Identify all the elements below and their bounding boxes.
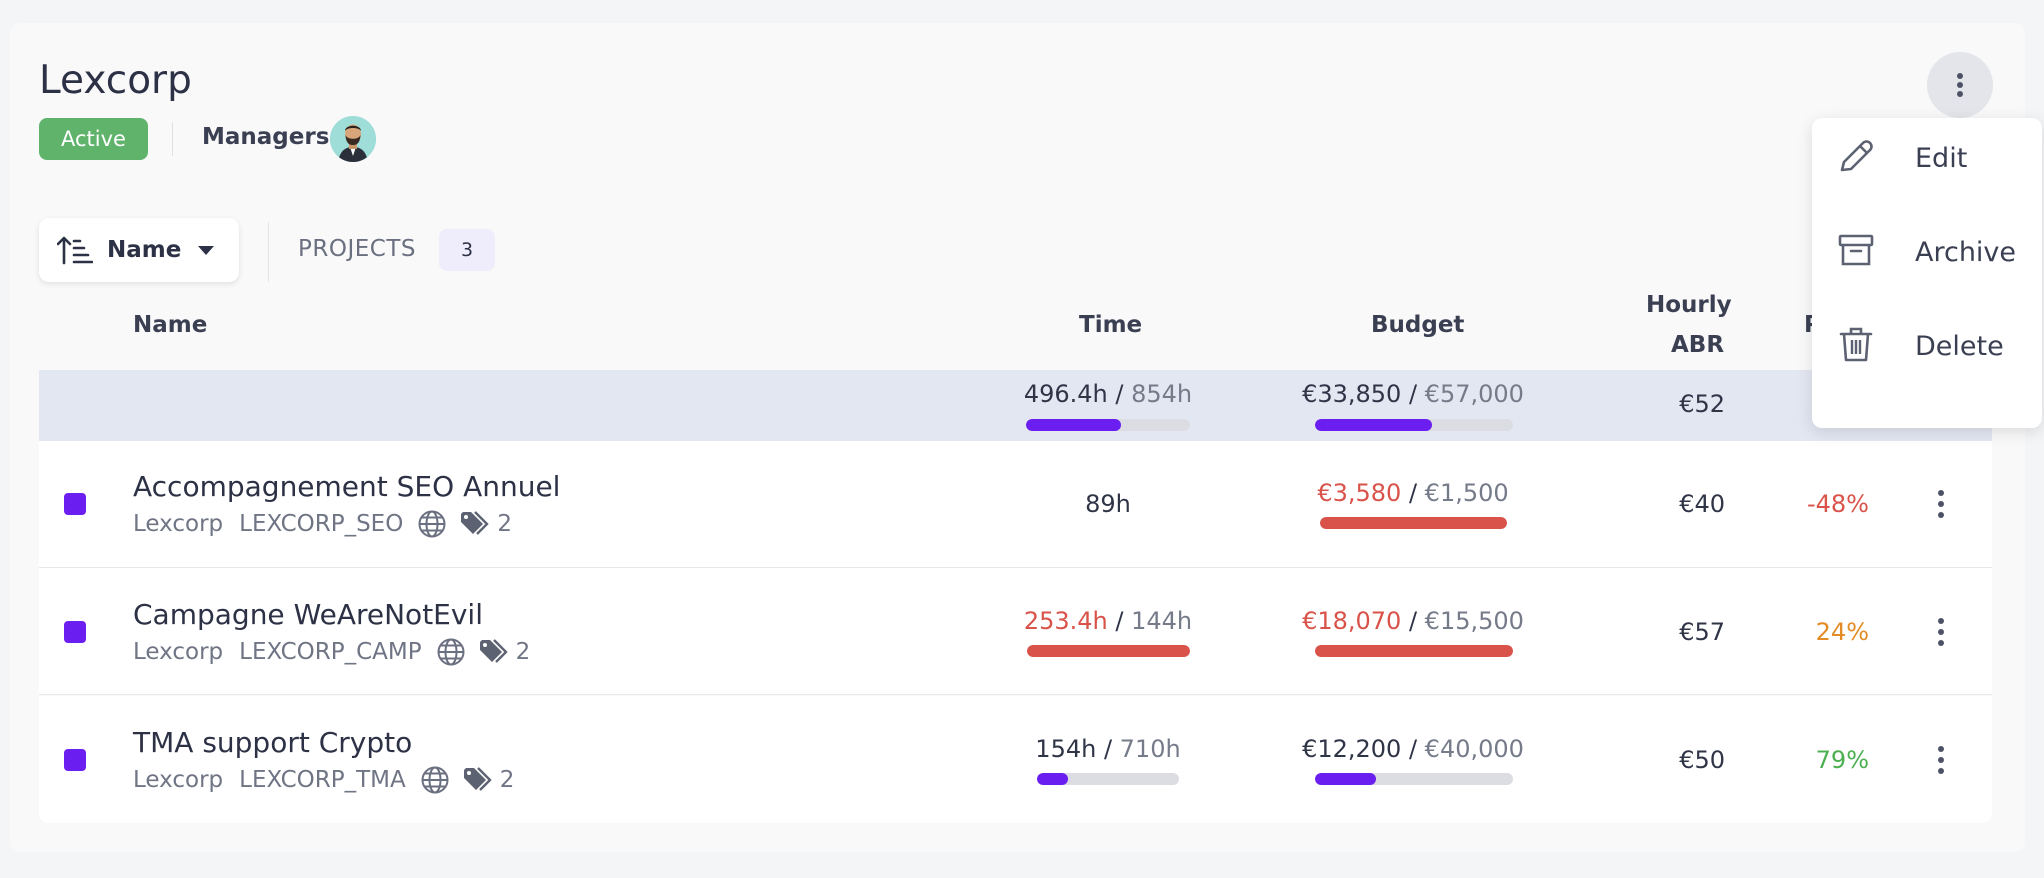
divider bbox=[172, 122, 173, 156]
row-time-bar bbox=[1037, 773, 1179, 785]
more-vertical-icon bbox=[1938, 746, 1944, 774]
summary-budget-bar-fill bbox=[1315, 419, 1432, 431]
summary-budget: €33,850 / €57,000 bbox=[1302, 380, 1524, 408]
project-color-swatch bbox=[64, 621, 86, 643]
table-row[interactable] bbox=[39, 568, 1992, 695]
globe-icon bbox=[420, 765, 450, 795]
globe-icon bbox=[436, 637, 466, 667]
project-code: LEXCORP_CAMP bbox=[239, 639, 422, 665]
projects-count-badge: 3 bbox=[439, 229, 495, 271]
pencil-icon bbox=[1836, 136, 1876, 180]
summary-budget-bar bbox=[1315, 419, 1513, 431]
row-profit: -48% bbox=[1806, 490, 1869, 518]
row-time-bar-fill bbox=[1037, 773, 1069, 785]
row-budget: €12,200 / €40,000 bbox=[1302, 735, 1524, 763]
project-client: Lexcorp bbox=[133, 767, 224, 793]
row-budget-bar bbox=[1315, 645, 1513, 657]
row-budget: €18,070 / €15,500 bbox=[1302, 607, 1524, 635]
tags-icon bbox=[462, 766, 494, 794]
sort-label: Name bbox=[107, 237, 182, 263]
more-vertical-icon bbox=[1938, 618, 1944, 646]
menu-item-label: Edit bbox=[1915, 142, 1968, 174]
project-color-swatch bbox=[64, 493, 86, 515]
row-more-button[interactable] bbox=[1929, 740, 1953, 780]
row-time: 253.4h / 144h bbox=[1023, 607, 1193, 635]
project-meta: Lexcorp LEXCORP_SEO 2 bbox=[133, 509, 512, 539]
tags-icon bbox=[459, 510, 491, 538]
row-more-button[interactable] bbox=[1929, 484, 1953, 524]
caret-down-icon bbox=[198, 245, 215, 255]
table-row[interactable] bbox=[39, 441, 1992, 568]
row-budget-bar-fill bbox=[1315, 645, 1513, 657]
more-vertical-icon bbox=[1957, 73, 1963, 97]
row-budget-bar-fill bbox=[1320, 517, 1507, 529]
project-meta: Lexcorp LEXCORP_TMA 2 bbox=[133, 765, 514, 795]
options-menu: Edit Archive Delete bbox=[1812, 118, 2042, 428]
project-name[interactable]: Campagne WeAreNotEvil bbox=[133, 598, 483, 631]
summary-time-bar-fill bbox=[1026, 419, 1122, 431]
menu-item-edit[interactable]: Edit bbox=[1812, 118, 2042, 198]
summary-time-bar bbox=[1026, 419, 1190, 431]
row-budget-bar bbox=[1320, 517, 1507, 529]
sort-button[interactable]: Name bbox=[39, 218, 239, 282]
row-hourly: €57 bbox=[1679, 618, 1725, 646]
row-time: 154h / 710h bbox=[1035, 735, 1181, 763]
project-code: LEXCORP_SEO bbox=[239, 511, 404, 537]
status-badge: Active bbox=[39, 118, 148, 160]
row-more-button[interactable] bbox=[1929, 612, 1953, 652]
column-header-budget[interactable]: Budget bbox=[1371, 312, 1465, 338]
row-time-bar bbox=[1027, 645, 1190, 657]
row-time: 89h bbox=[1085, 490, 1131, 518]
summary-hourly: €52 bbox=[1679, 390, 1725, 418]
column-header-name[interactable]: Name bbox=[133, 312, 208, 338]
page-title: Lexcorp bbox=[39, 58, 192, 103]
menu-item-delete[interactable]: Delete bbox=[1812, 306, 2042, 386]
project-client: Lexcorp bbox=[133, 511, 224, 537]
project-meta: Lexcorp LEXCORP_CAMP 2 bbox=[133, 637, 530, 667]
table-row[interactable] bbox=[39, 696, 1992, 823]
project-name[interactable]: Accompagnement SEO Annuel bbox=[133, 470, 561, 503]
column-header-hourly[interactable]: Hourly bbox=[1646, 292, 1732, 318]
more-options-button[interactable] bbox=[1927, 52, 1993, 118]
row-time-bar-fill bbox=[1027, 645, 1190, 657]
trash-icon bbox=[1836, 324, 1876, 368]
avatar[interactable] bbox=[330, 116, 376, 162]
avatar-portrait-icon bbox=[330, 116, 376, 162]
menu-item-label: Delete bbox=[1915, 330, 2004, 362]
tag-count: 2 bbox=[497, 511, 512, 537]
row-budget-bar-fill bbox=[1315, 773, 1377, 785]
tag-count: 2 bbox=[515, 639, 531, 665]
row-hourly: €50 bbox=[1679, 746, 1725, 774]
tags-icon bbox=[478, 638, 510, 666]
more-vertical-icon bbox=[1938, 490, 1944, 518]
managers-label: Managers bbox=[202, 124, 330, 150]
tag-count: 2 bbox=[499, 767, 515, 793]
menu-item-archive[interactable]: Archive bbox=[1812, 212, 2042, 292]
summary-row bbox=[39, 370, 1992, 441]
project-name[interactable]: TMA support Crypto bbox=[133, 726, 413, 759]
summary-time: 496.4h / 854h bbox=[1023, 380, 1193, 408]
column-header-hourly-abr: ABR bbox=[1671, 332, 1725, 358]
menu-item-label: Archive bbox=[1915, 236, 2017, 268]
projects-label: PROJECTS bbox=[298, 236, 416, 262]
row-hourly: €40 bbox=[1679, 490, 1725, 518]
project-code: LEXCORP_TMA bbox=[239, 767, 406, 793]
row-budget: €3,580 / €1,500 bbox=[1317, 479, 1509, 507]
row-budget-bar bbox=[1315, 773, 1513, 785]
project-client: Lexcorp bbox=[133, 639, 224, 665]
row-profit: 24% bbox=[1815, 618, 1869, 646]
sort-ascending-icon bbox=[57, 236, 93, 265]
row-profit: 79% bbox=[1815, 746, 1869, 774]
divider bbox=[268, 222, 269, 282]
project-color-swatch bbox=[64, 749, 86, 771]
globe-icon bbox=[417, 509, 447, 539]
archive-icon bbox=[1836, 230, 1876, 274]
column-header-time[interactable]: Time bbox=[1079, 312, 1143, 338]
